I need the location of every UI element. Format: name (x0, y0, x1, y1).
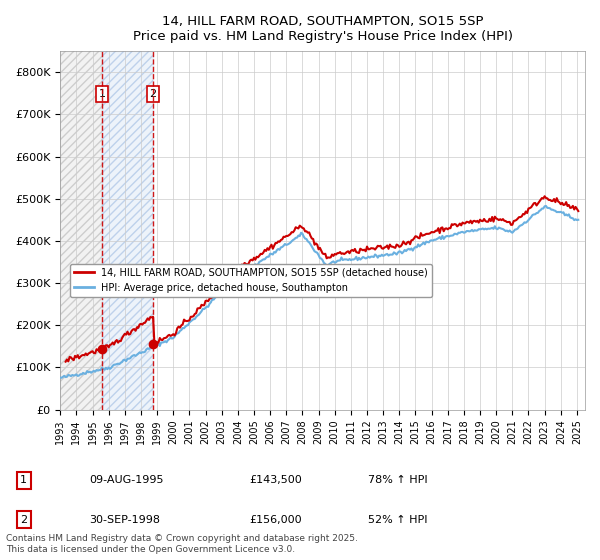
Text: £156,000: £156,000 (250, 515, 302, 525)
Text: Contains HM Land Registry data © Crown copyright and database right 2025.
This d: Contains HM Land Registry data © Crown c… (6, 534, 358, 554)
Text: 09-AUG-1995: 09-AUG-1995 (89, 475, 164, 485)
Text: 52% ↑ HPI: 52% ↑ HPI (368, 515, 428, 525)
Text: 1: 1 (20, 475, 28, 485)
Bar (60, 51, 102, 409)
Bar (60, 51, 102, 409)
Text: 30-SEP-1998: 30-SEP-1998 (89, 515, 160, 525)
Text: 2: 2 (149, 89, 157, 99)
Bar (102, 51, 153, 409)
Text: 2: 2 (20, 515, 28, 525)
Title: 14, HILL FARM ROAD, SOUTHAMPTON, SO15 5SP
Price paid vs. HM Land Registry's Hous: 14, HILL FARM ROAD, SOUTHAMPTON, SO15 5S… (133, 15, 512, 43)
Text: £143,500: £143,500 (250, 475, 302, 485)
Bar (102, 51, 153, 409)
Text: 1: 1 (99, 89, 106, 99)
Text: 78% ↑ HPI: 78% ↑ HPI (368, 475, 428, 485)
Legend: 14, HILL FARM ROAD, SOUTHAMPTON, SO15 5SP (detached house), HPI: Average price, : 14, HILL FARM ROAD, SOUTHAMPTON, SO15 5S… (70, 264, 432, 297)
